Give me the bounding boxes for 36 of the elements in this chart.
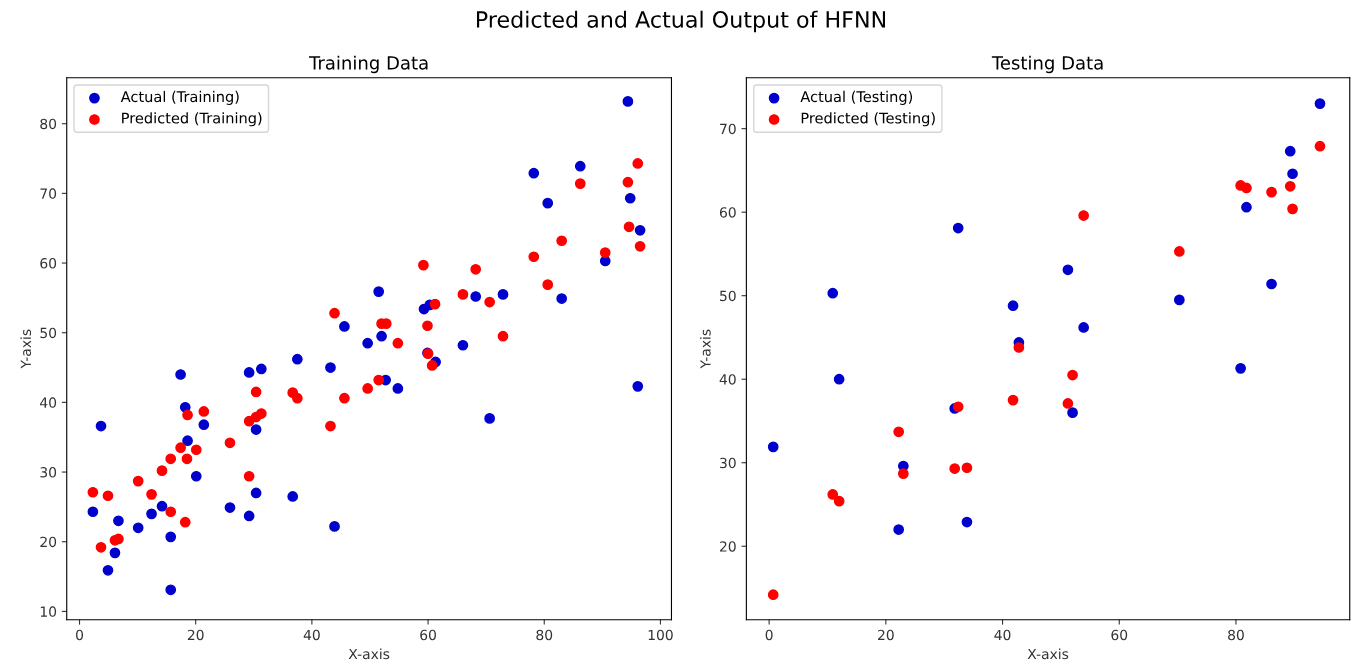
y-tick-label: 70 [40,188,57,199]
y-tick-label: 40 [719,374,736,385]
y-axis-title: Y-axis [699,329,711,369]
x-tick-label: 80 [536,629,553,641]
legend-label: Predicted (Testing) [801,112,935,127]
legend-label: Actual (Testing) [800,90,913,105]
x-tick-label: 40 [994,629,1011,641]
x-axis-title: X-axis [348,648,390,660]
y-tick-label: 80 [40,118,57,130]
y-tick-label: 20 [720,541,736,552]
y-tick-label: 40 [40,397,57,408]
x-tick-label: 100 [648,629,673,641]
x-tick-label: 80 [1228,629,1244,641]
y-tick-label: 20 [40,536,57,548]
y-axis-title: Y-axis [20,329,32,369]
y-tick-label: 60 [719,207,736,218]
y-tick-label: 30 [720,457,736,469]
y-tick-label: 70 [720,123,736,135]
chart-title: Testing Data [991,55,1103,74]
x-tick-label: 20 [187,629,204,641]
y-tick-label: 50 [720,290,736,302]
x-tick-label: 0 [765,629,773,641]
y-tick-label: 60 [40,258,57,269]
y-tick-label: 50 [40,327,57,339]
y-tick-label: 30 [40,467,57,478]
y-tick-label: 10 [40,606,57,617]
text: Predicted and Actual Output of HFNN [476,10,886,33]
x-tick-label: 60 [420,629,436,641]
chart-title: Training Data [309,55,428,74]
legend-label: Predicted (Training) [122,112,262,127]
x-tick-label: 0 [76,629,84,641]
legend-label: Actual (Training) [120,90,239,105]
x-axis-title: X-axis [1027,648,1069,660]
x-tick-label: 40 [303,629,320,641]
x-tick-label: 20 [878,629,894,641]
x-tick-label: 60 [1111,629,1128,641]
